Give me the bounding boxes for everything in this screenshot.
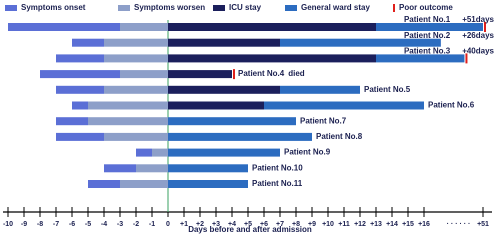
x-tick-label: +14 [386, 221, 398, 228]
segment-ward [264, 101, 424, 110]
x-tick-label: +51 [477, 221, 489, 228]
x-tick-label: -4 [101, 221, 107, 228]
x-tick-label: -6 [69, 221, 75, 228]
x-tick-label: +8 [292, 221, 300, 228]
x-tick-label: +3 [212, 221, 220, 228]
axis-break: · · · · · · [447, 221, 471, 228]
x-tick-label: +12 [354, 221, 366, 228]
row-label: Patient No.2 [404, 31, 451, 40]
x-tick-label: +9 [308, 221, 316, 228]
x-tick-label: -7 [53, 221, 59, 228]
segment-ward [168, 148, 280, 157]
row-annotation: +51days [462, 15, 494, 24]
x-tick-label: -10 [3, 221, 13, 228]
legend-label: ICU stay [229, 3, 262, 12]
row-label: Patient No.7 [300, 116, 347, 125]
legend-label: Symptoms onset [21, 3, 86, 12]
segment-worsen [120, 70, 168, 79]
x-tick-label: +5 [244, 221, 252, 228]
legend-label: General ward stay [301, 3, 370, 12]
segment-worsen [104, 132, 168, 141]
poor-outcome [233, 69, 235, 80]
segment-worsen [88, 101, 168, 110]
segment-onset [56, 54, 104, 63]
row-label: Patient No.9 [284, 148, 331, 157]
segment-worsen [136, 164, 168, 173]
row-label: Patient No.4 [238, 69, 285, 78]
row-label: Patient No.6 [428, 101, 475, 110]
segment-icu [168, 38, 280, 47]
segment-onset [88, 180, 120, 188]
segment-onset [56, 85, 104, 94]
legend-swatch [393, 4, 395, 12]
x-tick-label: -2 [133, 221, 139, 228]
segment-worsen [152, 148, 168, 157]
row-annotation: +26days [462, 31, 494, 40]
poor-outcome [465, 53, 468, 64]
segment-onset [136, 148, 152, 157]
segment-onset [72, 38, 104, 47]
x-tick-label: -5 [85, 221, 91, 228]
segment-ward [376, 54, 465, 63]
segment-worsen [104, 38, 168, 47]
segment-icu [168, 85, 280, 94]
row-label: Patient No.11 [252, 179, 303, 188]
segment-worsen [88, 117, 168, 126]
x-tick-label: +10 [322, 221, 334, 228]
segment-onset [104, 164, 136, 173]
x-tick-label: +13 [370, 221, 382, 228]
segment-icu [168, 70, 232, 79]
x-tick-label: +6 [260, 221, 268, 228]
row-label: Patient No.8 [316, 132, 363, 141]
legend-swatch [118, 5, 130, 11]
segment-ward [168, 180, 248, 188]
segment-ward [376, 23, 483, 31]
x-tick-label: -3 [117, 221, 123, 228]
segment-onset [56, 117, 88, 126]
legend-swatch [5, 5, 17, 11]
x-tick-label: +7 [276, 221, 284, 228]
x-tick-label: +4 [228, 221, 236, 228]
segment-icu [168, 101, 264, 110]
row-label: Patient No.5 [364, 85, 411, 94]
x-tick-label: +16 [418, 221, 430, 228]
segment-icu [168, 23, 376, 31]
legend-label: Symptoms worsen [134, 3, 205, 12]
x-tick-label: -8 [37, 221, 43, 228]
segment-onset [56, 132, 104, 141]
segment-ward [168, 132, 312, 141]
legend-swatch [213, 5, 225, 11]
segment-worsen [104, 85, 168, 94]
segment-ward [280, 38, 441, 47]
legend-swatch [285, 5, 297, 11]
row-label: Patient No.1 [404, 15, 451, 24]
x-tick-label: +15 [402, 221, 414, 228]
segment-ward [280, 85, 360, 94]
x-tick-label: +1 [180, 221, 188, 228]
segment-icu [168, 54, 376, 63]
row-annotation: died [288, 69, 305, 78]
segment-ward [168, 117, 296, 126]
row-annotation: +40days [462, 47, 494, 56]
row-label: Patient No.10 [252, 163, 303, 172]
x-tick-label: -9 [21, 221, 27, 228]
x-tick-label: -1 [149, 221, 155, 228]
x-tick-label: 0 [166, 221, 170, 228]
segment-ward [168, 164, 248, 173]
segment-worsen [104, 54, 168, 63]
segment-worsen [120, 180, 168, 188]
poor-outcome [484, 22, 486, 32]
row-label: Patient No.3 [404, 47, 451, 56]
x-tick-label: +2 [196, 221, 204, 228]
segment-worsen [120, 23, 168, 31]
x-axis-title: Days before and after admission [188, 225, 312, 234]
segment-onset [72, 101, 88, 110]
segment-onset [40, 70, 120, 79]
x-tick-label: +11 [338, 221, 350, 228]
segment-onset [8, 23, 120, 31]
legend-label: Poor outcome [399, 3, 453, 12]
